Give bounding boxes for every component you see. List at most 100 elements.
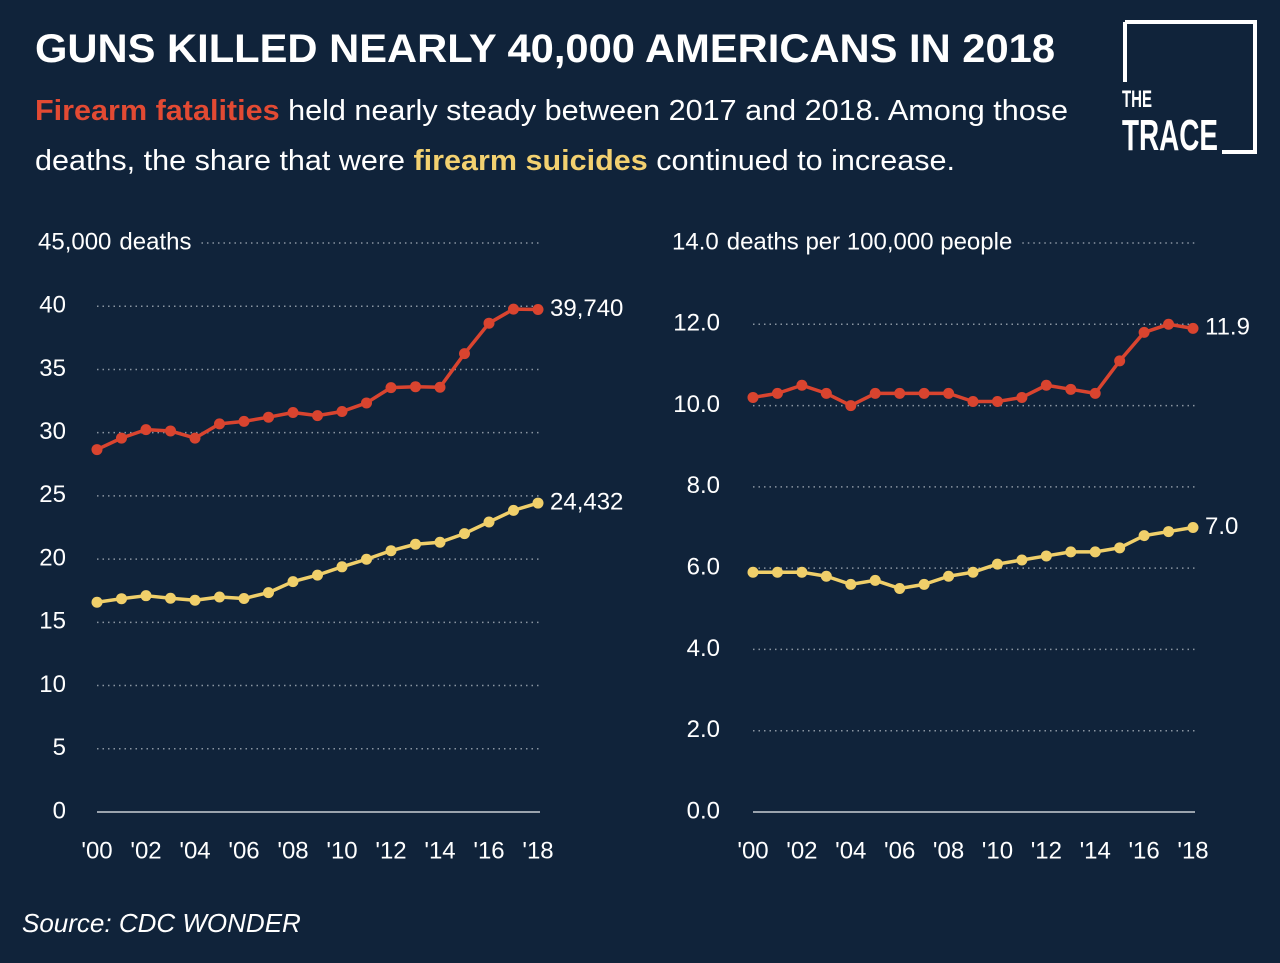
logo-text: THE [1122, 86, 1152, 113]
y-tick-label: 10.0 [673, 391, 720, 418]
data-point [1138, 326, 1150, 338]
data-point [967, 396, 979, 408]
subtitle-line: Firearm fatalities held nearly steady be… [35, 95, 1068, 127]
x-tick-label: '16 [473, 837, 504, 864]
data-point [1065, 383, 1077, 395]
data-point [263, 587, 274, 599]
data-point [189, 594, 201, 606]
x-tick-label: '10 [326, 837, 357, 864]
data-point [91, 444, 103, 456]
data-point [991, 396, 1003, 408]
data-point [459, 348, 470, 360]
x-tick-label: '14 [1080, 837, 1111, 864]
data-point [410, 538, 421, 550]
data-point [1089, 387, 1101, 399]
data-point [1016, 391, 1028, 403]
subtitle-part: held nearly steady between 2017 and 2018… [280, 95, 1068, 127]
x-tick-label: '12 [375, 837, 406, 864]
data-point [845, 578, 857, 590]
data-point [1187, 322, 1199, 334]
data-point [1065, 546, 1077, 558]
data-point [532, 497, 544, 509]
x-tick-label: '06 [884, 837, 915, 864]
data-point [336, 561, 348, 573]
data-point [165, 592, 176, 604]
y-tick-label: 14.0 [672, 228, 719, 255]
y-tick-label: 40 [39, 292, 66, 319]
data-point [116, 593, 127, 605]
data-point [820, 570, 832, 582]
logo-frame [1123, 20, 1257, 154]
x-tick-label: '14 [424, 837, 455, 864]
x-tick-label: '02 [786, 837, 817, 864]
data-point [532, 304, 544, 316]
data-point [1016, 554, 1028, 566]
data-point [1040, 379, 1052, 391]
data-point [459, 528, 470, 540]
data-point [483, 317, 495, 329]
data-point [238, 593, 250, 605]
y-tick-label: 6.0 [687, 553, 720, 580]
y-tick-label: 0.0 [687, 797, 720, 824]
data-point [943, 387, 955, 399]
data-point [165, 425, 176, 437]
data-point [312, 410, 323, 422]
y-tick-label: 45,000 [38, 228, 111, 255]
data-point [918, 387, 930, 399]
data-point [1138, 530, 1150, 542]
y-axis-label: deaths [119, 228, 191, 255]
data-point [967, 566, 979, 578]
x-tick-label: '04 [179, 837, 210, 864]
data-point [385, 382, 397, 394]
y-tick-label: 35 [39, 355, 66, 382]
y-axis-label: deaths per 100,000 people [727, 228, 1013, 255]
y-tick-label: 20 [39, 544, 66, 571]
data-point [1163, 318, 1175, 330]
subtitle-line: deaths, the share that were firearm suic… [35, 145, 955, 177]
data-point [1040, 550, 1052, 562]
x-tick-label: '08 [933, 837, 964, 864]
data-point [116, 432, 127, 444]
data-point [918, 578, 930, 590]
y-tick-label: 15 [39, 608, 66, 635]
x-tick-label: '12 [1031, 837, 1062, 864]
y-tick-label: 0 [53, 797, 66, 824]
data-point [869, 387, 881, 399]
value-label: 24,432 [550, 488, 623, 515]
data-point [434, 536, 446, 548]
y-tick-label: 10 [39, 671, 66, 698]
data-point [140, 590, 152, 602]
data-point [1114, 542, 1126, 554]
data-point [287, 576, 299, 588]
data-point [483, 516, 495, 528]
data-point [214, 591, 225, 603]
x-tick-label: '00 [737, 837, 768, 864]
source: Source: CDC WONDER [22, 908, 301, 938]
x-tick-label: '10 [982, 837, 1013, 864]
title: GUNS KILLED NEARLY 40,000 AMERICANS IN 2… [35, 27, 1055, 71]
data-point [771, 387, 783, 399]
data-point [1114, 355, 1126, 367]
data-point [214, 418, 225, 430]
data-point [312, 569, 323, 581]
data-point [91, 596, 103, 608]
x-tick-label: '18 [1177, 837, 1208, 864]
y-tick-label: 12.0 [673, 310, 720, 337]
data-point [1089, 546, 1101, 558]
data-point [410, 381, 421, 393]
x-tick-label: '06 [228, 837, 259, 864]
data-point [869, 574, 881, 586]
data-point [385, 545, 397, 557]
data-point [1163, 526, 1175, 538]
data-point [943, 570, 955, 582]
data-point [361, 397, 372, 409]
subtitle-part: continued to increase. [648, 145, 955, 177]
data-point [263, 411, 274, 423]
y-tick-label: 4.0 [687, 635, 720, 662]
y-tick-label: 8.0 [687, 472, 720, 499]
data-point [845, 400, 857, 412]
data-point [238, 415, 250, 427]
value-label: 7.0 [1205, 513, 1238, 540]
